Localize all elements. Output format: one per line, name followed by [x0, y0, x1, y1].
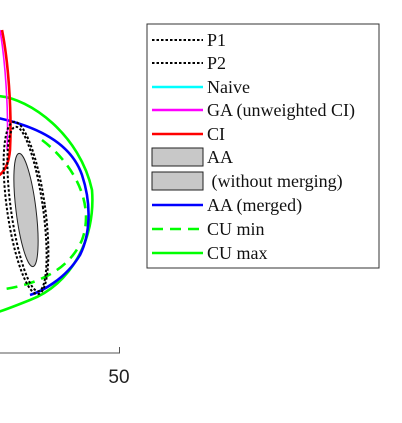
legend-label-naive: Naive [207, 77, 250, 97]
legend-swatch-aa [151, 147, 204, 167]
legend-label-cu-min: CU min [207, 219, 265, 239]
p2-ellipse [6, 125, 48, 293]
legend-entry-cu-min: CU min [152, 219, 265, 239]
aa-merged-curve [0, 117, 90, 297]
ga-curve [0, 29, 9, 151]
legend-label-aa: AA [207, 147, 233, 167]
legend: P1 P2 Naive GA (unweighted CI) CI AA (wi… [146, 23, 380, 269]
legend-label-aa-merged: AA (merged) [207, 195, 302, 216]
aa-ellipse [13, 152, 39, 268]
cu-min-curve [0, 138, 88, 292]
legend-label-p2: P2 [207, 53, 226, 73]
legend-box [146, 23, 380, 269]
p1-ellipse [2, 120, 50, 296]
legend-entry-naive: Naive [152, 77, 250, 97]
legend-entry-aa-merged: AA (merged) [152, 195, 302, 216]
legend-entry-ga: GA (unweighted CI) [152, 100, 355, 121]
legend-entry-p2: P2 [152, 53, 226, 73]
legend-label-ga: GA (unweighted CI) [207, 100, 355, 121]
legend-entry-aa-without-merging: (without merging) [151, 171, 343, 192]
legend-label-ci: CI [207, 124, 225, 144]
legend-entry-p1: P1 [152, 30, 226, 50]
legend-swatch-aa-without-merging [151, 171, 204, 191]
legend-label-p1: P1 [207, 30, 226, 50]
x-tick-label: 50 [108, 367, 129, 388]
plot-area [0, 29, 94, 313]
legend-label-cu-max: CU max [207, 243, 268, 263]
legend-entry-cu-max: CU max [152, 243, 268, 263]
legend-entry-aa: AA [151, 147, 233, 167]
legend-entry-ci: CI [152, 124, 225, 144]
legend-label-aa-without-merging: (without merging) [207, 171, 343, 192]
ci-curve [0, 29, 12, 177]
